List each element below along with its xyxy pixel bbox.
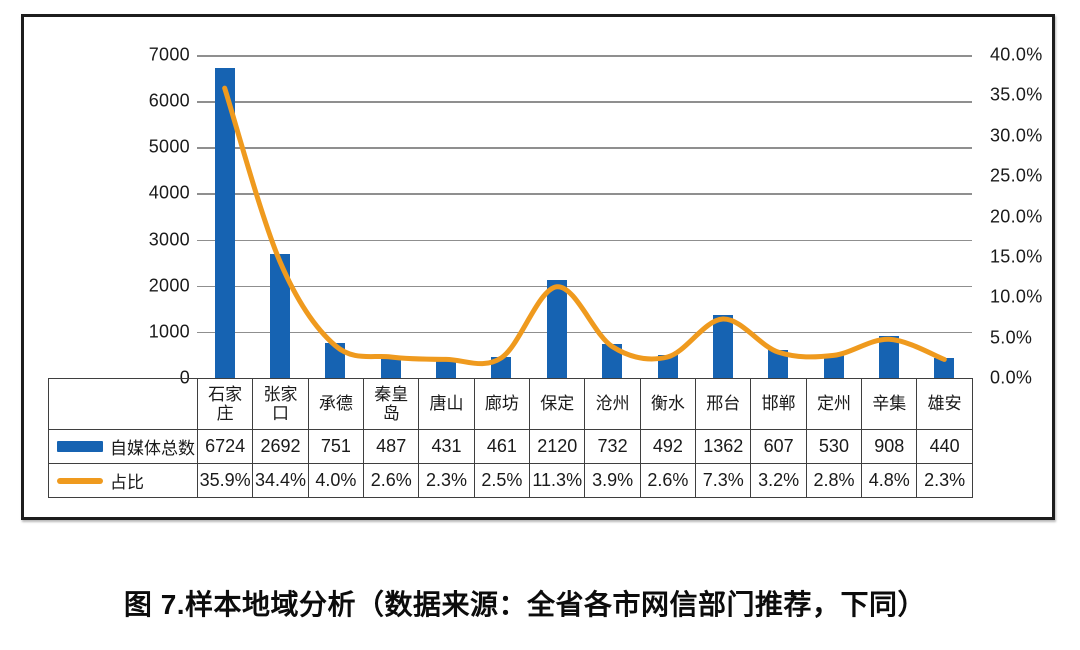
figure-caption: 图 7.样本地域分析（数据来源：全省各市网信部门推荐，下同）	[123, 589, 927, 620]
bar-张家口	[270, 253, 291, 378]
left-axis-tick-label: 5000	[148, 136, 190, 157]
bar-邯郸	[768, 350, 789, 378]
category-header-cell: 承德	[307, 378, 365, 430]
left-axis-tick-label: 7000	[148, 44, 190, 65]
bar-邢台	[712, 315, 733, 378]
gridline	[197, 55, 972, 57]
bar-保定	[546, 280, 567, 378]
trend-line	[222, 85, 947, 367]
percent-value-cell: 2.3%	[916, 463, 973, 498]
bar-value-cell: 440	[916, 429, 973, 464]
percent-value-cell: 7.3%	[695, 463, 752, 498]
right-axis-tick-label: 25.0%	[990, 165, 1043, 186]
bar-value-cell: 732	[584, 429, 641, 464]
percent-value-cell: 2.5%	[473, 463, 531, 498]
right-axis-tick-label: 40.0%	[990, 44, 1043, 65]
percent-value-cell: 4.8%	[861, 463, 918, 498]
bar-value-cell: 487	[363, 429, 420, 464]
category-header-cell: 保定	[529, 378, 586, 430]
gridline	[197, 147, 972, 149]
bar-value-cell: 2120	[529, 429, 586, 464]
bar-石家庄	[214, 67, 235, 378]
category-header-row: 石家 庄张家 口承德 秦皇 岛唐山 廊坊 保定 沧州 衡水 邢台 邯郸 定州 辛集 雄安	[48, 378, 973, 430]
left-axis-tick-label: 0	[179, 367, 190, 388]
bar-衡水	[657, 355, 678, 378]
left-axis-tick-label: 4000	[148, 182, 190, 203]
trend-line-layer	[222, 85, 947, 367]
percent-value-cell: 2.3%	[418, 463, 475, 498]
left-axis-tick-label: 6000	[148, 90, 190, 111]
bar-value-cell: 6724	[196, 429, 254, 464]
category-header-cell: 雄安	[916, 378, 973, 430]
bar-value-cell: 431	[418, 429, 475, 464]
percent-value-cell: 3.9%	[584, 463, 641, 498]
percent-value-cell: 3.2%	[750, 463, 807, 498]
bar-value-cell: 908	[861, 429, 918, 464]
category-header-cell: 廊坊	[473, 378, 531, 430]
gridline	[197, 101, 972, 103]
left-axis-tick-label: 1000	[148, 321, 190, 342]
category-header-cell: 辛集	[861, 378, 918, 430]
category-header-cell: 沧州	[584, 378, 641, 430]
bar-series-label: 自媒体总数	[110, 439, 195, 458]
gridline	[197, 193, 972, 196]
right-axis-tick-label: 5.0%	[990, 327, 1033, 348]
bar-value-cell: 607	[750, 429, 807, 464]
category-header-cell: 邯郸	[750, 378, 807, 430]
category-header-cell: 邢台	[695, 378, 752, 430]
right-axis-tick-label: 30.0%	[990, 125, 1043, 146]
bar-value-cell: 751	[307, 429, 365, 464]
bar-legend-swatch-icon	[57, 441, 103, 452]
bar-value-cell: 492	[639, 429, 697, 464]
right-axis-tick-label: 0.0%	[990, 367, 1033, 388]
chart-panel: 7000 6000 5000 4000 3000 2000 1000 0 40.0% 35.0%…	[21, 14, 1055, 520]
right-axis-tick-label: 15.0%	[990, 246, 1043, 267]
percent-value-cell: 2.6%	[363, 463, 420, 498]
right-axis-tick-label: 35.0%	[990, 84, 1043, 105]
bar-value-cell: 1362	[695, 429, 752, 464]
percent-value-cell: 35.9%	[196, 463, 254, 498]
gridline	[197, 239, 972, 242]
bar-series-legend-cell: 自媒体总数	[48, 429, 198, 464]
category-header-cell: 石家 庄	[196, 378, 254, 430]
right-axis-tick-label: 10.0%	[990, 286, 1043, 307]
plot-area	[197, 55, 972, 378]
category-header-cell: 定州	[805, 378, 863, 430]
gridline	[197, 331, 972, 334]
bar-series-row: 自媒体总数 6724 2692 751 487 431 461 2120 732 492 1362…	[48, 429, 973, 464]
bar-秦皇岛	[380, 355, 401, 378]
left-axis-tick-label: 2000	[148, 275, 190, 296]
percent-value-cell: 34.4%	[252, 463, 309, 498]
line-series-label: 占比	[110, 473, 144, 492]
bar-辛集	[878, 336, 899, 378]
percent-value-cell: 2.6%	[639, 463, 697, 498]
bar-沧州	[602, 344, 623, 378]
line-series-legend-cell: 占比	[48, 463, 198, 498]
percent-value-cell: 11.3%	[529, 463, 586, 498]
bar-value-cell: 2692	[252, 429, 309, 464]
right-axis-tick-label: 20.0%	[990, 206, 1043, 226]
line-series-row: 占比 35.9% 34.4% 4.0% 2.6% 2.3% 2.5% 11.3% 3.9% 2.…	[48, 463, 973, 498]
line-legend-swatch-icon	[57, 477, 103, 484]
bar-定州	[823, 353, 844, 378]
left-axis-tick-label: 3000	[148, 229, 190, 250]
category-header-cell: 衡水	[639, 378, 697, 430]
percent-value-cell: 4.0%	[307, 463, 365, 498]
category-header-cell: 唐山	[418, 378, 475, 430]
bar-雄安	[934, 357, 955, 378]
percent-value-cell: 2.8%	[805, 463, 863, 498]
gridline	[197, 285, 972, 288]
table-corner-cell	[48, 378, 198, 430]
bar-value-cell: 461	[473, 429, 531, 464]
bar-value-cell: 530	[805, 429, 863, 464]
category-header-cell: 秦皇 岛	[363, 378, 420, 430]
bar-唐山	[436, 358, 457, 378]
category-header-cell: 张家 口	[252, 378, 309, 430]
data-table: 石家 庄张家 口承德 秦皇 岛唐山 廊坊 保定 沧州 衡水 邢台 邯郸 定州 辛集 雄安 自媒体总数…	[48, 378, 973, 498]
